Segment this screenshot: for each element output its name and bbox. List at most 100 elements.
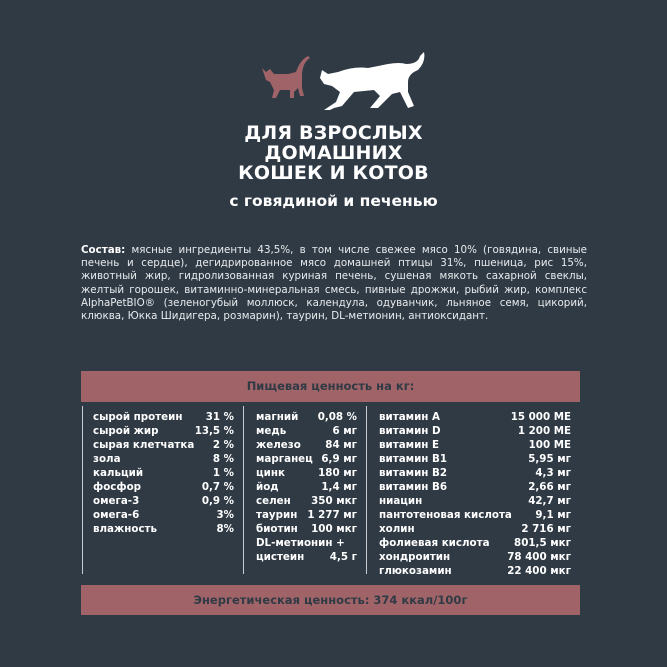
nutrient-name: ниацин — [379, 495, 423, 507]
nutrient-name: пантотеновая кислота — [379, 509, 512, 521]
nutrient-name: витамин E — [379, 439, 440, 451]
nutrient-name: омега-3 — [93, 495, 140, 507]
nutrient-name: биотин — [256, 523, 298, 535]
nutrient-name: витамин D — [379, 425, 441, 437]
nutrient-row: цинк 180 мг — [256, 466, 357, 480]
nutrient-value: 801,5 мкг — [514, 537, 571, 549]
nutrient-row: сырая клетчатка 2 % — [93, 438, 234, 452]
cats-illustration-icon — [262, 52, 425, 110]
nutrient-value: 2 % — [212, 439, 234, 451]
nutrient-row: хондроитин 78 400 мкг — [379, 550, 571, 564]
nutrient-value: 180 мг — [318, 467, 357, 479]
nutrient-value: 6 мг — [332, 425, 357, 437]
nutrient-row: фолиевая кислота 801,5 мкг — [379, 536, 571, 550]
nutrient-name: витамин B1 — [379, 453, 447, 465]
nutrient-name: магний — [256, 411, 299, 423]
nutrient-row: витамин E 100 МЕ — [379, 438, 571, 452]
nutrient-name: глюкозамин — [379, 565, 452, 577]
nutrient-row: витамин B2 4,3 мг — [379, 466, 571, 480]
nutrient-value: 100 МЕ — [528, 439, 571, 451]
nutrient-value: 6,9 мг — [321, 453, 357, 465]
nutrient-row: селен 350 мкг — [256, 494, 357, 508]
nutrient-row: DL-метионин + — [256, 536, 357, 550]
nutrient-row: железо 84 мг — [256, 438, 357, 452]
nutrient-value: 84 мг — [325, 439, 357, 451]
nutrient-name: йод — [256, 481, 279, 493]
nutrient-value: 100 мкг — [311, 523, 357, 535]
nutrient-name: фосфор — [93, 481, 142, 493]
nutrient-value: 1 % — [212, 467, 234, 479]
kitten-icon — [262, 56, 310, 98]
nutrient-row: омега-6 3% — [93, 508, 234, 522]
nutrient-value: 15 000 МЕ — [510, 411, 571, 423]
nutrient-row: пантотеновая кислота 9,1 мг — [379, 508, 571, 522]
nutrient-row: витамин B1 5,95 мг — [379, 452, 571, 466]
nutrient-value: 1 200 МЕ — [517, 425, 571, 437]
nutrient-row: цистеин 4,5 г — [256, 550, 357, 564]
nutrient-value: 1,4 мг — [321, 481, 357, 493]
composition-text: мясные ингредиенты 43,5%, в том числе св… — [81, 244, 587, 323]
nutrient-value: 1 277 мг — [307, 509, 357, 521]
cat-icon — [320, 52, 425, 110]
nutrient-row: омега-3 0,9 % — [93, 494, 234, 508]
nutrient-name: зола — [93, 453, 121, 465]
nutrient-row: витамин D 1 200 МЕ — [379, 424, 571, 438]
nutrient-row: сырой протеин 31 % — [93, 410, 234, 424]
nutrient-value: 4,5 г — [329, 551, 357, 563]
nutrient-row: витамин B6 2,66 мг — [379, 480, 571, 494]
nutrient-name: медь — [256, 425, 287, 437]
nutrient-name: холин — [379, 523, 415, 535]
nutrient-value: 9,1 мг — [535, 509, 571, 521]
nutrient-value: 42,7 мг — [528, 495, 571, 507]
nutrient-value: 4,3 мг — [535, 467, 571, 479]
nutrient-name: сырой протеин — [93, 411, 183, 423]
nutrients-column-2: магний 0,08 % медь 6 мг железо 84 мг марганец 6… — [243, 406, 365, 574]
nutrient-name: железо — [256, 439, 301, 451]
nutrient-row: холин 2 716 мг — [379, 522, 571, 536]
nutrient-row: медь 6 мг — [256, 424, 357, 438]
nutrient-name: витамин B2 — [379, 467, 447, 479]
nutrient-name: таурин — [256, 509, 298, 521]
nutrient-value: 8% — [216, 523, 234, 535]
composition-label: Состав: — [81, 244, 126, 256]
nutrient-name: марганец — [256, 453, 313, 465]
product-title: ДЛЯ ВЗРОСЛЫХ ДОМАШНИХ КОШЕК И КОТОВ — [0, 123, 667, 183]
nutrient-name: DL-метионин + — [256, 537, 345, 549]
nutrient-row: зола 8 % — [93, 452, 234, 466]
composition: Состав: мясные ингредиенты 43,5%, в том … — [81, 244, 587, 323]
nutrient-value: 78 400 мкг — [507, 551, 571, 563]
nutrient-name: сырой жир — [93, 425, 159, 437]
nutrient-value: 0,7 % — [201, 481, 234, 493]
nutrient-name: цинк — [256, 467, 285, 479]
nutrient-row: магний 0,08 % — [256, 410, 357, 424]
nutrient-value: 350 мкг — [311, 495, 357, 507]
nutrition-header: Пищевая ценность на кг: — [81, 371, 580, 402]
nutrient-row: йод 1,4 мг — [256, 480, 357, 494]
nutrient-row: биотин 100 мкг — [256, 522, 357, 536]
nutrient-value: 22 400 мкг — [507, 565, 571, 577]
nutrient-value: 0,9 % — [201, 495, 234, 507]
nutrients-column-1: сырой протеин 31 % сырой жир 13,5 % сырая кл… — [82, 406, 242, 574]
nutrient-value: 2,66 мг — [528, 481, 571, 493]
nutrient-name: хондроитин — [379, 551, 451, 563]
nutrient-row: сырой жир 13,5 % — [93, 424, 234, 438]
nutrient-value: 31 % — [205, 411, 234, 423]
nutrient-name: омега-6 — [93, 509, 140, 521]
nutrient-row: фосфор 0,7 % — [93, 480, 234, 494]
nutrient-name: фолиевая кислота — [379, 537, 490, 549]
nutrient-row: кальций 1 % — [93, 466, 234, 480]
title-line: ДЛЯ ВЗРОСЛЫХ — [244, 122, 423, 144]
nutrient-name: влажность — [93, 523, 158, 535]
nutrient-row: витамин A 15 000 МЕ — [379, 410, 571, 424]
nutrient-name: цистеин — [256, 551, 305, 563]
nutrient-name: витамин B6 — [379, 481, 447, 493]
nutrient-name: витамин A — [379, 411, 440, 423]
nutrient-value: 2 716 мг — [521, 523, 571, 535]
nutrient-name: кальций — [93, 467, 144, 479]
nutrient-value: 8 % — [212, 453, 234, 465]
energy-value: Энергетическая ценность: 374 ккал/100г — [81, 585, 580, 615]
title-line: КОШЕК И КОТОВ — [238, 162, 429, 184]
nutrient-row: влажность 8% — [93, 522, 234, 536]
nutrient-row: таурин 1 277 мг — [256, 508, 357, 522]
